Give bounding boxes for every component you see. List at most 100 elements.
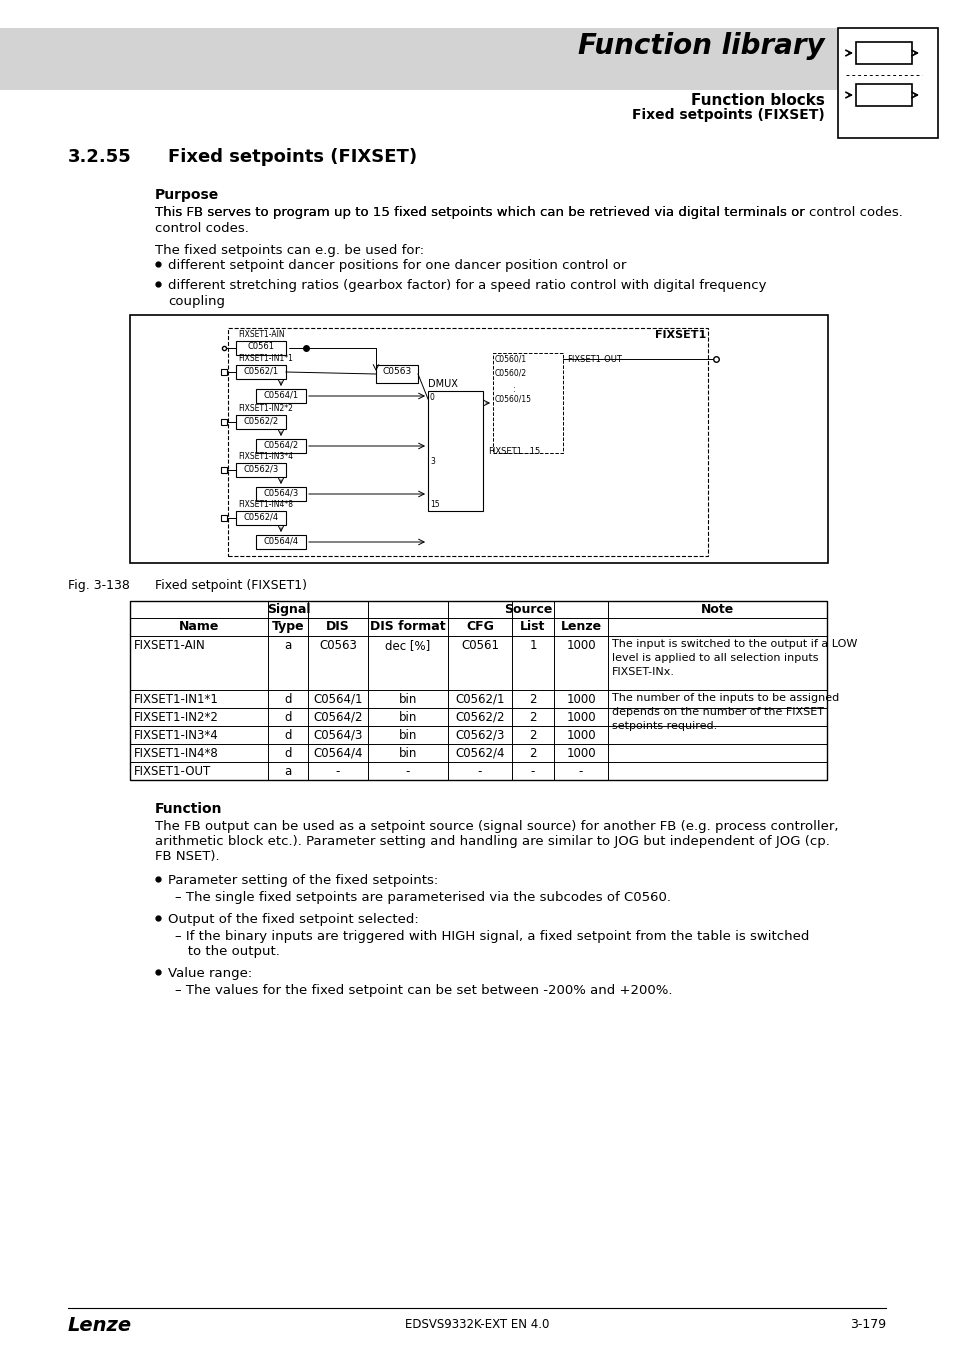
Text: DIS: DIS [326, 620, 350, 633]
Text: Lenze: Lenze [559, 620, 601, 633]
Text: Fixed setpoint (FIXSET1): Fixed setpoint (FIXSET1) [154, 579, 307, 593]
Text: coupling: coupling [168, 296, 225, 308]
Text: C0561: C0561 [460, 639, 498, 652]
Text: Source: Source [503, 603, 552, 616]
Text: d: d [284, 747, 292, 760]
Text: Parameter setting of the fixed setpoints:: Parameter setting of the fixed setpoints… [168, 873, 437, 887]
Text: bin: bin [398, 729, 416, 742]
Text: :: : [513, 385, 516, 394]
Text: C0560/2: C0560/2 [495, 369, 527, 378]
Text: Output of the fixed setpoint selected:: Output of the fixed setpoint selected: [168, 913, 418, 926]
Text: This FB serves to program up to 15 fixed setpoints which can be retrieved via di: This FB serves to program up to 15 fixed… [154, 207, 902, 219]
Text: C0564/2: C0564/2 [313, 711, 362, 724]
Bar [130, 315, 827, 563]
Text: FIXSET1-IN4*8: FIXSET1-IN4*8 [237, 500, 293, 509]
Text: -: - [335, 765, 340, 778]
Bar [228, 328, 707, 556]
Text: This FB serves to program up to 15 fixed setpoints which can be retrieved via di: This FB serves to program up to 15 fixed… [154, 207, 804, 219]
Text: C0562/2: C0562/2 [455, 711, 504, 724]
Bar [255, 487, 306, 501]
Text: Function blocks: Function blocks [690, 93, 824, 108]
Text: Fig. 3-138: Fig. 3-138 [68, 579, 130, 593]
Text: Lenze: Lenze [68, 1316, 132, 1335]
Bar [235, 414, 286, 429]
Text: FIXSET1-OUT: FIXSET1-OUT [133, 765, 211, 778]
Bar [0, 28, 840, 90]
Text: bin: bin [398, 747, 416, 760]
Text: C0562/3: C0562/3 [455, 729, 504, 742]
Bar [855, 42, 911, 63]
Text: C0564/4: C0564/4 [263, 536, 298, 545]
Text: 0: 0 [430, 393, 435, 402]
Bar [235, 463, 286, 477]
Text: List: List [519, 620, 545, 633]
Text: C0564/1: C0564/1 [313, 693, 362, 706]
Text: d: d [284, 693, 292, 706]
Text: Function: Function [154, 802, 222, 815]
Text: dec [%]: dec [%] [385, 639, 430, 652]
Text: FIXSET1-IN1*1: FIXSET1-IN1*1 [237, 354, 293, 363]
Text: FIXSET1-AIN: FIXSET1-AIN [237, 329, 284, 339]
Text: The fixed setpoints can e.g. be used for:: The fixed setpoints can e.g. be used for… [154, 244, 424, 256]
Text: 1000: 1000 [565, 711, 596, 724]
Text: 1000: 1000 [565, 639, 596, 652]
Text: 1000: 1000 [565, 747, 596, 760]
Bar [255, 439, 306, 454]
Text: DIS format: DIS format [370, 620, 445, 633]
Text: Function library: Function library [578, 32, 824, 59]
Text: -: - [530, 765, 535, 778]
Text: 15: 15 [430, 500, 439, 509]
Text: C0564/2: C0564/2 [263, 440, 298, 450]
Text: -: - [405, 765, 410, 778]
Text: 1000: 1000 [565, 729, 596, 742]
Text: – If the binary inputs are triggered with HIGH signal, a fixed setpoint from the: – If the binary inputs are triggered wit… [174, 930, 808, 944]
Text: FIXSET1-IN2*2: FIXSET1-IN2*2 [237, 404, 293, 413]
Text: C0560/1: C0560/1 [495, 355, 527, 364]
Text: Purpose: Purpose [154, 188, 219, 202]
Text: Signal: Signal [267, 603, 311, 616]
Text: FIXSET1...15: FIXSET1...15 [488, 447, 539, 455]
Text: 1: 1 [529, 639, 537, 652]
Text: 2: 2 [529, 693, 537, 706]
Bar [235, 364, 286, 379]
Text: -: - [477, 765, 481, 778]
Text: 2: 2 [529, 729, 537, 742]
Text: arithmetic block etc.). Parameter setting and handling are similar to JOG but in: arithmetic block etc.). Parameter settin… [154, 836, 829, 848]
Text: FIXSET1-IN3*4: FIXSET1-IN3*4 [133, 729, 218, 742]
Text: C0562/1: C0562/1 [243, 366, 278, 375]
Text: – The values for the fixed setpoint can be set between -200% and +200%.: – The values for the fixed setpoint can … [174, 984, 672, 998]
Bar [235, 342, 286, 355]
Text: different setpoint dancer positions for one dancer position control or: different setpoint dancer positions for … [168, 259, 626, 271]
Text: -: - [578, 765, 582, 778]
Text: EDSVS9332K-EXT EN 4.0: EDSVS9332K-EXT EN 4.0 [404, 1318, 549, 1331]
Text: C0562/1: C0562/1 [455, 693, 504, 706]
Text: bin: bin [398, 693, 416, 706]
Text: C0564/3: C0564/3 [313, 729, 362, 742]
Text: Type: Type [272, 620, 304, 633]
Bar [235, 512, 286, 525]
Bar [375, 364, 417, 383]
Text: DMUX: DMUX [428, 379, 457, 389]
Text: C0563: C0563 [318, 639, 356, 652]
Bar [837, 28, 937, 138]
Text: 1000: 1000 [565, 693, 596, 706]
Text: 3.2.55: 3.2.55 [68, 148, 132, 166]
Text: C0563: C0563 [382, 367, 411, 377]
Bar [255, 535, 306, 549]
Text: to the output.: to the output. [174, 945, 279, 958]
Text: a: a [284, 765, 292, 778]
Text: Fixed setpoints (FIXSET): Fixed setpoints (FIXSET) [168, 148, 416, 166]
Text: Note: Note [700, 603, 734, 616]
Text: – The single fixed setpoints are parameterised via the subcodes of C0560.: – The single fixed setpoints are paramet… [174, 891, 670, 904]
Text: C0562/4: C0562/4 [455, 747, 504, 760]
Text: 3: 3 [430, 456, 435, 466]
Text: Fixed setpoints (FIXSET): Fixed setpoints (FIXSET) [632, 108, 824, 122]
Text: The number of the inputs to be assigned
depends on the number of the FIXSET
setp: The number of the inputs to be assigned … [612, 693, 839, 730]
Bar [428, 392, 482, 512]
Bar [493, 352, 562, 454]
Text: C0564/1: C0564/1 [263, 390, 298, 400]
Bar [855, 84, 911, 107]
Text: FIXSET1-AIN: FIXSET1-AIN [133, 639, 206, 652]
Text: FIXSET1-IN1*1: FIXSET1-IN1*1 [133, 693, 218, 706]
Bar [255, 389, 306, 404]
